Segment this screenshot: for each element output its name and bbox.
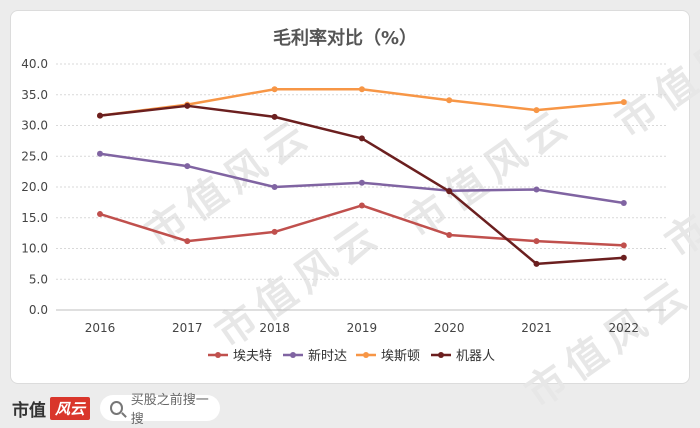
legend-marker	[215, 352, 221, 358]
legend-label: 机器人	[456, 349, 495, 364]
legend-item: 埃夫特	[208, 349, 272, 364]
data-point	[358, 179, 365, 186]
brand-text: 市值	[12, 400, 46, 421]
chart-title: 毛利率对比（%）	[273, 27, 417, 49]
x-tick-label: 2017	[172, 321, 203, 335]
y-tick-label: 40.0	[21, 57, 48, 71]
data-point	[271, 228, 278, 235]
y-tick-label: 25.0	[21, 149, 48, 163]
data-point	[358, 202, 365, 209]
brand-logo: 市值 风云	[12, 396, 91, 421]
search-box[interactable]: 买股之前搜一搜	[100, 393, 221, 427]
legend-label: 埃斯顿	[381, 349, 420, 364]
x-axis: 2016 2017 2018 2019 2020 2021 2022	[85, 321, 639, 335]
y-tick-label: 0.0	[29, 303, 48, 317]
chart-card: 市值风云 市值风云 市值风云 市值风云 市值风云 市值风云	[10, 0, 700, 417]
data-point	[446, 188, 453, 195]
x-tick-label: 2019	[347, 321, 378, 335]
x-tick-label: 2016	[85, 321, 116, 335]
y-tick-label: 15.0	[21, 211, 48, 225]
y-axis: 0.0 5.0 10.0 15.0 20.0 25.0 30.0 35.0 40.0	[21, 57, 48, 317]
legend-label: 新时达	[308, 348, 347, 364]
data-point	[184, 238, 191, 245]
series-3	[97, 86, 627, 119]
series-line	[99, 204, 624, 247]
y-tick-label: 20.0	[21, 180, 48, 194]
data-point	[533, 107, 540, 114]
legend-marker	[363, 352, 369, 358]
series-layer	[97, 86, 627, 267]
grid	[56, 63, 666, 311]
series-4	[97, 102, 627, 267]
data-point	[271, 184, 278, 190]
data-point	[533, 260, 540, 267]
data-point	[620, 99, 627, 106]
data-point	[358, 135, 365, 142]
brand-logo-box: 风云	[50, 396, 91, 420]
x-tick-label: 2021	[521, 321, 552, 335]
x-tick-label: 2018	[259, 321, 290, 335]
data-point	[533, 186, 540, 193]
legend: 埃夫特 新时达 埃斯顿 机器人	[208, 348, 495, 364]
data-point	[271, 86, 278, 93]
data-point	[97, 150, 103, 157]
data-point	[184, 102, 191, 109]
data-point	[184, 163, 191, 170]
search-placeholder: 买股之前搜一搜	[130, 393, 209, 427]
y-tick-label: 10.0	[21, 242, 48, 256]
series-2	[97, 150, 627, 206]
line-chart: 毛利率对比（%） 0.0 5.0 10.0 15.0 20.0 25.0 30.0 35.0 4…	[21, 27, 666, 364]
y-tick-label: 5.0	[29, 272, 48, 286]
data-point	[620, 199, 627, 206]
series-1	[97, 202, 627, 249]
data-point	[97, 211, 103, 218]
footer-bar: 市值 风云 买股之前搜一搜	[0, 388, 700, 428]
legend-marker	[438, 352, 444, 358]
data-point	[358, 86, 365, 93]
data-point	[620, 242, 627, 249]
data-point	[620, 254, 627, 261]
data-point	[271, 113, 278, 120]
x-tick-label: 2020	[434, 321, 465, 335]
series-line	[99, 152, 624, 205]
y-tick-label: 30.0	[21, 119, 48, 133]
data-point	[97, 112, 103, 119]
legend-item: 机器人	[431, 349, 495, 364]
x-tick-label: 2022	[609, 321, 640, 335]
legend-label: 埃夫特	[233, 349, 272, 364]
data-point	[446, 231, 453, 238]
y-tick-label: 35.0	[21, 88, 48, 102]
series-line	[99, 87, 624, 117]
legend-marker	[290, 352, 296, 358]
legend-item: 埃斯顿	[356, 349, 420, 364]
data-point	[533, 238, 540, 245]
legend-item: 新时达	[283, 348, 347, 364]
data-point	[446, 97, 453, 104]
search-icon	[110, 401, 123, 415]
